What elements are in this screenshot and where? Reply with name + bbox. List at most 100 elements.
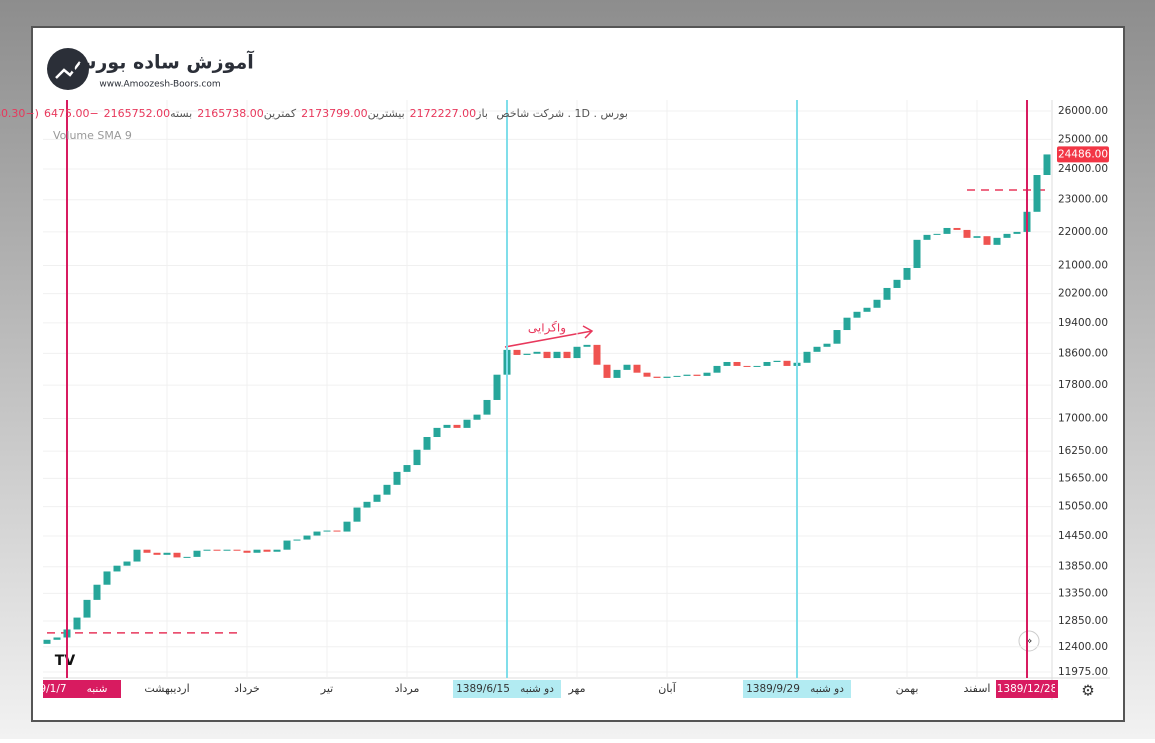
candle [273,549,281,552]
ohlc-value: 2165738.00 [197,107,264,120]
x-tick-label: آبان [658,681,676,695]
candle [383,484,391,495]
y-tick-label: 13850.00 [1058,561,1108,573]
candle [553,351,561,359]
candle [983,236,991,245]
y-tick-label: 16250.00 [1058,445,1108,457]
y-tick-label: 14450.00 [1058,530,1108,542]
candle [433,427,441,437]
candle [833,330,841,344]
candle [533,351,541,354]
candle [763,361,771,366]
date-box [453,680,561,698]
ohlc-value: −6475.00 [43,107,99,120]
candle [903,267,911,280]
candle [303,535,311,540]
candle [103,571,111,585]
y-tick-label: 13350.00 [1058,587,1108,599]
ohlc-label: کمترین [263,107,297,120]
candle [1043,154,1051,175]
candle [963,229,971,238]
ohlc-item: (−0.30%) [0,107,39,120]
ohlc-item: باز2172227.00 [410,107,488,120]
candle [403,465,411,472]
candle [203,549,211,551]
annotation: واگرایی [528,321,566,336]
scroll-icon[interactable]: » [1026,634,1033,647]
candle [343,521,351,532]
candle [223,549,231,551]
candle [93,584,101,600]
x-tick-label: مرداد [395,682,420,695]
candle [843,317,851,331]
candle [1033,174,1041,212]
y-tick-label: 22000.00 [1058,226,1108,238]
date-label: 1389/9/29 [746,683,800,695]
y-tick-label: 15050.00 [1058,501,1108,513]
ohlc-label: بسته [170,107,193,120]
y-tick-label: 12400.00 [1058,641,1108,653]
ohlc-value: 2165752.00 [103,107,171,120]
candle [683,374,691,376]
candle [713,365,721,373]
y-tick-label: 18600.00 [1058,347,1108,359]
ohlc-item: −6475.00 [44,107,99,120]
candle [123,561,131,566]
candle [823,343,831,347]
candle [153,552,161,555]
candle [173,552,181,558]
y-tick-label: 11975.00 [1058,666,1108,678]
y-tick-label: 12850.00 [1058,615,1108,627]
settings-icon[interactable]: ⚙ [1081,682,1094,700]
candle [53,637,61,640]
date-box [996,680,1058,698]
last-price-label: 24486.00 [1058,148,1108,160]
candle [703,372,711,376]
panel [31,26,1125,722]
x-tick-label: خرداد [234,682,260,695]
y-tick-label: 19400.00 [1058,317,1108,329]
y-tick-label: 21000.00 [1058,260,1108,272]
candle [803,351,811,363]
y-tick-label: 15650.00 [1058,472,1108,484]
candle [463,419,471,428]
candle [913,239,921,268]
candle [563,351,571,359]
ohlc-value: (−0.30%) [0,107,39,120]
candle [993,237,1001,245]
candle [693,374,701,376]
candle [723,361,731,366]
candle [353,507,361,522]
y-tick-label: 17800.00 [1058,379,1108,391]
y-tick-label: 25000.00 [1058,133,1108,145]
x-tick-label: مهر [567,682,585,695]
candle [163,552,171,555]
candle [143,549,151,553]
candle [243,550,251,553]
scroll-button[interactable] [1018,630,1040,652]
candle [973,236,981,238]
candle [853,311,861,318]
candle [473,414,481,420]
date-label: 1389/6/15 [456,683,510,695]
candle [483,399,491,415]
candle [373,494,381,502]
weekday-label: دو شنبه [520,683,554,695]
candle [643,372,651,377]
candle [393,471,401,485]
last-price-box [1057,146,1109,163]
candle [293,539,301,541]
legend: بورس . 1D . شرکت شاخص باز2172227.00 بیشتر… [0,107,628,120]
ohlc-value: 2173799.00 [301,107,368,120]
candle [313,531,321,536]
candle [133,549,141,562]
candle [883,287,891,300]
weekday-label: دو شنبه [810,683,844,695]
candle [943,227,951,234]
candle [773,360,781,362]
candle [583,344,591,347]
candle [673,375,681,377]
candle [193,550,201,557]
candle [493,374,501,400]
